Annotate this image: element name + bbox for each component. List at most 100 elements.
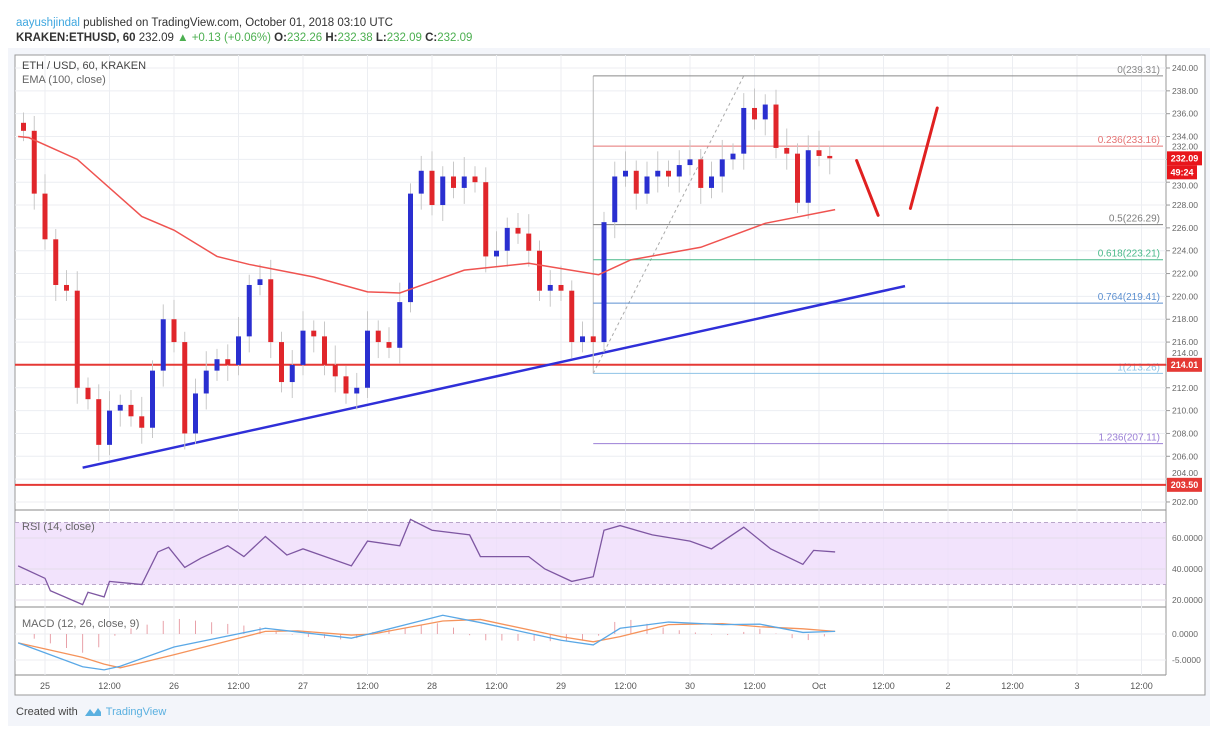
candle-down: [182, 342, 188, 434]
macd-signal-line: [17, 618, 836, 669]
price-tick-label: 204.00: [1172, 468, 1198, 478]
candle-down: [752, 107, 757, 120]
fib-trend-line: [592, 75, 745, 374]
tradingview-brand: TradingView: [105, 706, 167, 718]
close-label: C:: [425, 32, 438, 44]
time-tick-label: 27: [298, 681, 308, 691]
time-tick-label: 12:00: [1001, 681, 1024, 691]
candle-up: [547, 284, 553, 291]
candle-up: [655, 170, 661, 177]
price-tick-label: 238.00: [1172, 86, 1198, 96]
price-tick-label: 230.00: [1172, 180, 1198, 190]
legend-ema: EMA (100, close): [22, 74, 106, 86]
candle-down: [698, 159, 704, 188]
last-price: 232.09: [138, 32, 174, 44]
candle-up: [440, 176, 446, 206]
fib-level-label: 1(213.26): [1117, 362, 1160, 373]
candle-down: [429, 170, 435, 206]
high-value: 232.38: [337, 32, 373, 44]
ascending-trendline: [82, 284, 906, 469]
fib-level-label: 0(239.31): [1117, 65, 1160, 76]
up-arrow-icon: ▲: [177, 32, 189, 44]
candle-down: [42, 193, 48, 240]
candle-up: [214, 359, 220, 371]
price-tick-label: 222.00: [1172, 269, 1198, 279]
time-tick-label: 29: [556, 681, 566, 691]
last-price-badge: [1167, 151, 1202, 166]
candle-up: [762, 104, 768, 120]
footer: Created with TradingView: [16, 706, 166, 718]
candle-down: [31, 130, 37, 194]
candle-up: [676, 165, 682, 177]
countdown-badge: [1167, 165, 1197, 180]
candle-down: [773, 104, 779, 148]
candle-down: [128, 404, 134, 417]
candle-down: [451, 176, 456, 188]
candle-down: [827, 155, 833, 159]
candle-down: [64, 284, 69, 291]
countdown-badge-label: 49:24: [1170, 167, 1193, 177]
rsi-band: [15, 522, 1166, 585]
candle-up: [365, 330, 370, 388]
time-tick-label: 12:00: [872, 681, 895, 691]
candle-up: [150, 370, 155, 428]
candle-down: [816, 150, 822, 156]
time-tick-label: 12:00: [356, 681, 379, 691]
price-tick-label: 206.00: [1172, 451, 1198, 461]
candle-up: [397, 302, 403, 348]
time-tick-label: 12:00: [98, 681, 121, 691]
high-label: H:: [325, 32, 338, 44]
chart-panel-bg: [14, 54, 1206, 696]
candle-down: [268, 279, 274, 343]
price-tick-label: 216.00: [1172, 337, 1198, 347]
candle-up: [687, 159, 693, 166]
candle-down: [569, 290, 575, 343]
candle-down: [386, 342, 392, 348]
candle-up: [612, 176, 618, 223]
time-tick-label: 12:00: [485, 681, 508, 691]
published-text: published on TradingView.com, October 01…: [83, 17, 393, 29]
legend-rsi: RSI (14, close): [22, 521, 95, 533]
candle-down: [784, 147, 790, 154]
candle-down: [96, 399, 102, 445]
candle-up: [623, 170, 628, 177]
price-tick-label: 218.00: [1172, 314, 1198, 324]
price-tick-label: 226.00: [1172, 223, 1198, 233]
candle-down: [558, 284, 564, 291]
price-tick-label: 208.00: [1172, 428, 1198, 438]
candle-down: [472, 176, 478, 183]
projection-line: [908, 106, 939, 210]
candle-up: [107, 410, 112, 445]
tradingview-link[interactable]: TradingView: [84, 706, 167, 718]
time-tick-label: 25: [40, 681, 50, 691]
time-tick-label: 12:00: [614, 681, 637, 691]
fib-level-label: 1.236(207.11): [1098, 433, 1160, 444]
candle-up: [354, 387, 360, 394]
candle-up: [300, 330, 306, 365]
candle-down: [515, 227, 521, 234]
change: +0.13 (+0.06%): [191, 32, 271, 44]
low-label: L:: [375, 32, 387, 44]
price-tick-label: 224.00: [1172, 246, 1198, 256]
price-tick-label: 202.00: [1172, 497, 1198, 507]
candle-down: [85, 387, 91, 400]
candle-up: [408, 193, 413, 303]
candle-down: [225, 359, 231, 365]
last-price-badge-label: 232.09: [1171, 153, 1199, 163]
tradingview-logo-icon: [84, 708, 101, 716]
candle-down: [526, 233, 532, 251]
author-link[interactable]: aayushjindal: [16, 17, 80, 29]
candle-up: [193, 393, 198, 434]
rsi-tick-label: 60.0000: [1172, 533, 1203, 543]
time-tick-label: 2: [945, 681, 950, 691]
legend-main: ETH / USD, 60, KRAKEN: [22, 60, 147, 72]
candle-down: [537, 250, 542, 291]
macd-tick-label: 0.0000: [1172, 629, 1198, 639]
candle-up: [461, 176, 467, 188]
time-tick-label: 12:00: [227, 681, 250, 691]
price-badge-label: 203.50: [1171, 480, 1199, 490]
candle-down: [139, 416, 145, 428]
candle-up: [289, 364, 295, 383]
candle-down: [375, 330, 381, 343]
